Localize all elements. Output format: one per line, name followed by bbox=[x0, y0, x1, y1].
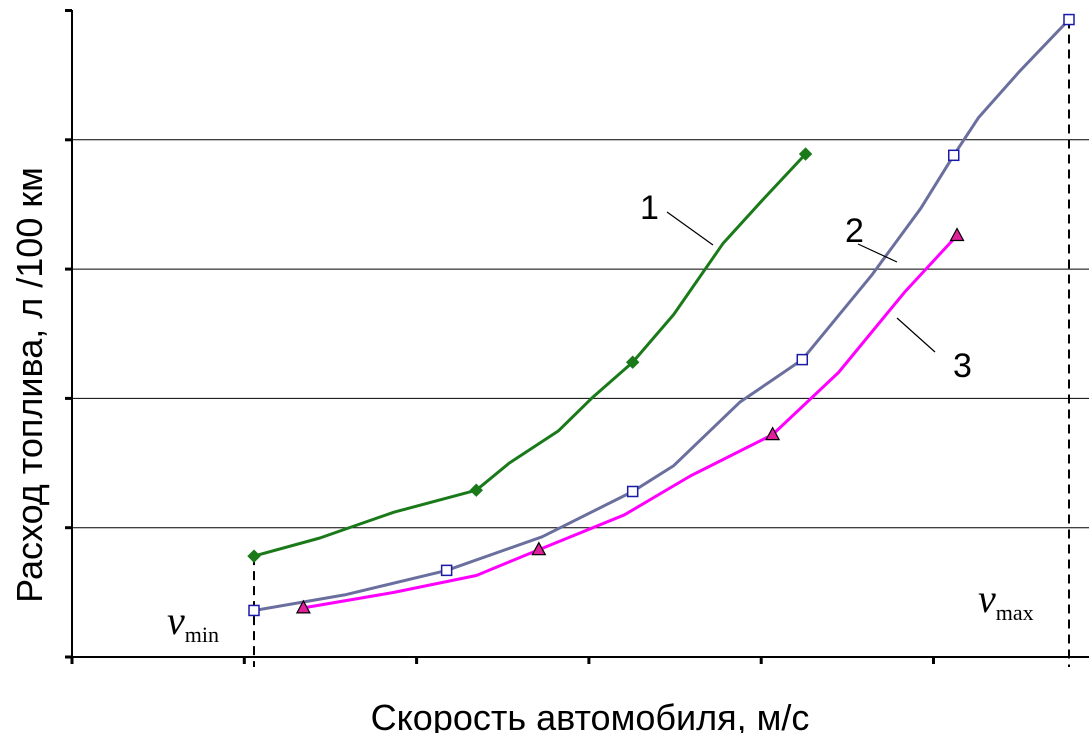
series-label-3-group: 3 bbox=[896, 317, 972, 385]
leader-line-3 bbox=[896, 317, 936, 353]
marker-s3-0 bbox=[295, 599, 311, 614]
series-label-3: 3 bbox=[953, 347, 972, 385]
x-axis-title: Скорость автомобиля, м/с bbox=[371, 697, 810, 733]
marker-s2-1 bbox=[440, 564, 453, 577]
marker-s2-3 bbox=[796, 353, 809, 366]
marker-s1-0 bbox=[247, 549, 261, 563]
marker-s2-0 bbox=[248, 604, 260, 617]
marker-s1-1 bbox=[469, 483, 483, 497]
series-label-2-group: 2 bbox=[845, 212, 898, 263]
marker-s2-4 bbox=[947, 149, 960, 162]
markers-group bbox=[247, 13, 1075, 617]
axes bbox=[65, 9, 1089, 664]
marker-s1-3 bbox=[798, 147, 813, 161]
leader-line-2 bbox=[857, 243, 898, 263]
series-label-1-group: 1 bbox=[640, 189, 714, 246]
vmax-label: vmax bbox=[978, 576, 1034, 625]
speed-limit-lines bbox=[253, 19, 1070, 667]
series-group bbox=[252, 18, 1071, 612]
vmin-label: vmin bbox=[167, 598, 219, 647]
marker-s2-5 bbox=[1063, 13, 1075, 26]
leader-line-1 bbox=[666, 211, 714, 246]
series-label-1: 1 bbox=[640, 189, 659, 227]
series-label-2: 2 bbox=[845, 212, 864, 250]
marker-s2-2 bbox=[626, 485, 639, 498]
marker-s3-1 bbox=[531, 541, 547, 556]
marker-s3-2 bbox=[765, 426, 781, 441]
series-line-1 bbox=[252, 152, 808, 558]
y-axis-title: Расход топлива, л /100 км bbox=[9, 167, 50, 603]
marker-s1-2 bbox=[625, 355, 640, 369]
grid-lines bbox=[72, 139, 1089, 529]
series-line-3 bbox=[301, 234, 959, 610]
series-line-2 bbox=[252, 18, 1071, 612]
marker-s3-3 bbox=[949, 227, 965, 242]
